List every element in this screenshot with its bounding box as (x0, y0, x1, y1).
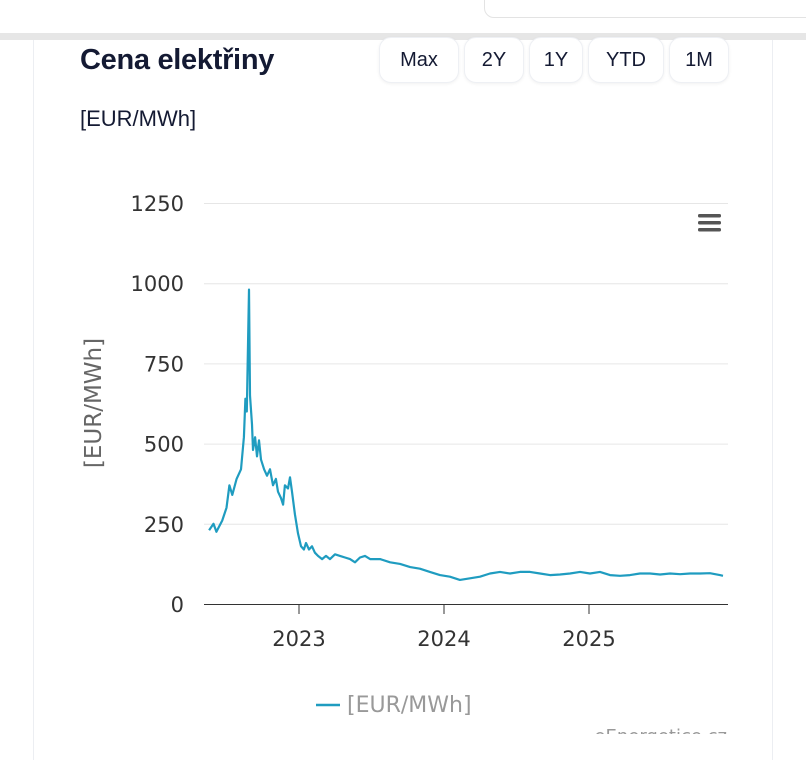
x-tick-label: 2023 (272, 627, 325, 651)
range-button-1m[interactable]: 1M (669, 37, 729, 83)
range-button-1y[interactable]: 1Y (529, 37, 583, 83)
y-tick-label: 1000 (131, 272, 184, 296)
legend-item[interactable]: [EUR/MWh] (316, 693, 472, 718)
y-tick-label: 1250 (131, 192, 184, 216)
x-tick-label: 2024 (417, 627, 470, 651)
chart-card (33, 40, 773, 760)
y-tick-label: 500 (144, 433, 184, 457)
range-button-2y[interactable]: 2Y (464, 37, 524, 83)
y-axis-title: [EUR/MWh] (81, 338, 107, 468)
y-tick-label: 0 (171, 593, 184, 617)
price-chart: 0 250 500 750 1000 1250 2023 2024 2025 [EUR/MWh… (81, 192, 728, 734)
range-button-max[interactable]: Max (379, 37, 459, 83)
range-selector: Max 2Y 1Y YTD 1M (379, 37, 729, 83)
legend-label: [EUR/MWh] (347, 693, 472, 718)
search-box[interactable] (484, 0, 806, 18)
x-tick-label: 2025 (562, 627, 615, 651)
hamburger-menu-icon[interactable] (698, 214, 721, 232)
series-line[interactable] (208, 288, 724, 581)
chart-unit: [EUR/MWh] (80, 106, 197, 131)
chart-title: Cena elektřiny (80, 44, 275, 76)
y-tick-label: 250 (144, 513, 184, 537)
range-button-ytd[interactable]: YTD (588, 37, 664, 83)
divider (0, 33, 806, 40)
credits-link[interactable]: eEnergetice.cz (594, 726, 727, 734)
y-tick-label: 750 (144, 352, 184, 376)
